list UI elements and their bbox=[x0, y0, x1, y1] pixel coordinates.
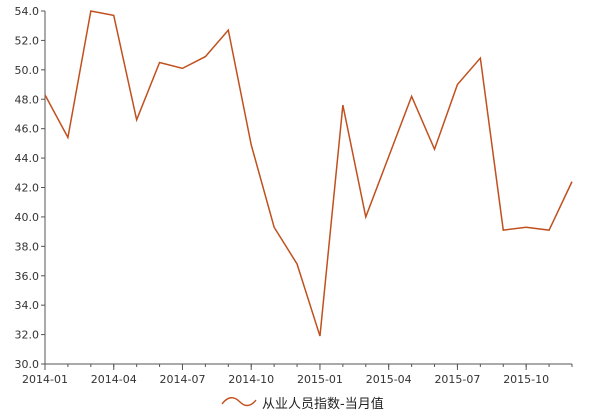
x-axis: 2014-01 2014-04 2014-07 2014-10 2015-01 2015-… bbox=[22, 363, 573, 386]
y-tick-label: 44.0 bbox=[15, 152, 40, 165]
y-tick-label: 32.0 bbox=[15, 329, 40, 342]
y-tick-label: 48.0 bbox=[15, 93, 40, 106]
x-tick-label: 2014-04 bbox=[91, 373, 137, 386]
legend-label: 从业人员指数-当月值 bbox=[262, 396, 384, 412]
x-tick-label: 2015-01 bbox=[297, 373, 343, 386]
y-tick-label: 40.0 bbox=[15, 211, 40, 224]
x-tick-label: 2014-01 bbox=[22, 373, 68, 386]
y-tick-label: 50.0 bbox=[15, 64, 40, 77]
y-tick-label: 46.0 bbox=[15, 123, 40, 136]
series-layer bbox=[44, 10, 573, 337]
y-tick-label: 54.0 bbox=[15, 5, 40, 18]
x-tick-label: 2014-10 bbox=[228, 373, 274, 386]
y-tick-label: 36.0 bbox=[15, 270, 40, 283]
y-tick-label: 30.0 bbox=[15, 358, 40, 371]
y-tick-label: 34.0 bbox=[15, 299, 40, 312]
legend: 从业人员指数-当月值 bbox=[221, 396, 384, 412]
y-tick-label: 38.0 bbox=[15, 240, 40, 253]
y-axis: 30.0 32.0 34.0 36.0 38.0 40.0 42.0 44.0 46.0 48.0… bbox=[15, 5, 46, 371]
legend-swatch bbox=[221, 397, 257, 407]
y-tick-label: 52.0 bbox=[15, 34, 40, 47]
x-tick-label: 2014-07 bbox=[159, 373, 205, 386]
x-tick-label: 2015-10 bbox=[503, 373, 549, 386]
x-tick-label: 2015-07 bbox=[434, 373, 480, 386]
series-line bbox=[44, 10, 573, 337]
x-tick-label: 2015-04 bbox=[366, 373, 412, 386]
y-tick-label: 42.0 bbox=[15, 182, 40, 195]
